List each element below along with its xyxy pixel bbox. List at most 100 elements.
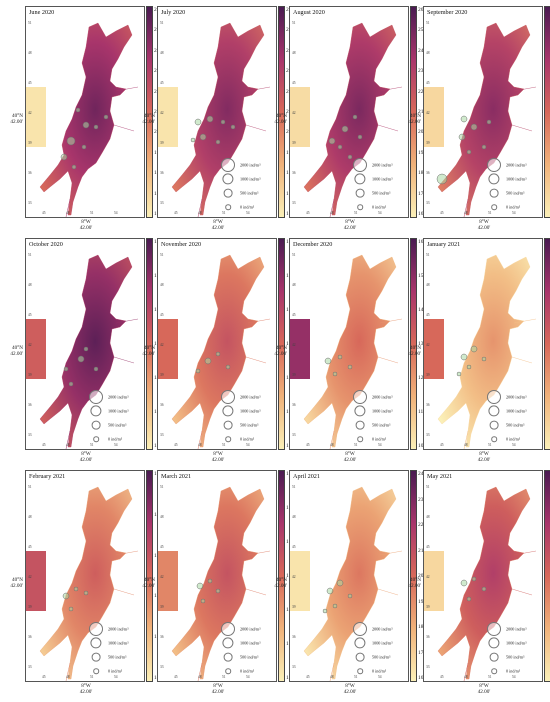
longitude-tick: 54 — [246, 675, 250, 679]
legend-circle — [488, 173, 500, 185]
station-abundance-marker — [460, 353, 468, 361]
river-channel — [197, 662, 203, 681]
longitude-label: 8°W 42.00' — [477, 683, 491, 695]
station-abundance-marker — [466, 364, 472, 370]
legend-label: 1000 ind/m³ — [240, 408, 261, 414]
river-channel — [463, 430, 469, 449]
latitude-tick: 39 — [426, 141, 430, 145]
temperature-colorbar — [410, 238, 417, 450]
legend-circle — [488, 637, 500, 649]
latitude-label: 40°N 42.00' — [10, 113, 23, 125]
longitude-tick: 54 — [378, 211, 382, 215]
map-frame: 51 48 45 42 39 36 33 45 48 51 54 June 2020 — [25, 6, 145, 218]
map-frame: 51 48 45 42 39 36 33 45 48 51 54 July 2020 2000 ind/… — [157, 6, 277, 218]
longitude-tick: 48 — [464, 211, 468, 215]
latitude-label: 40°N 42.00' — [408, 113, 421, 125]
map-frame: 51 48 45 42 39 36 33 45 48 51 54 May 2021 2000 ind/m… — [423, 470, 543, 682]
longitude-tick: 51 — [354, 675, 358, 679]
colorbar-tick-label: 14 — [154, 375, 159, 381]
latitude-tick: 48 — [292, 51, 296, 55]
map-panel: 51 48 45 42 39 36 33 45 48 51 54 March 2021 2000 ind… — [142, 470, 291, 695]
legend-label: 0 ind/m³ — [506, 668, 521, 674]
legend-row: 1000 ind/m³ — [484, 405, 542, 417]
longitude-tick: 54 — [512, 211, 516, 215]
estuary-map — [290, 22, 403, 217]
station-abundance-marker — [347, 593, 353, 599]
colorbar-ticks: 26 25 24 23 22 21 20 19 18 17 16 — [418, 6, 432, 218]
station-abundance-marker — [337, 144, 343, 150]
colorbar-ticks: 15 14 13 12 11 10 — [154, 470, 168, 682]
latitude-tick: 36 — [292, 635, 296, 639]
colorbar-tick-label: 10 — [418, 443, 424, 449]
ocean-area — [26, 87, 46, 147]
legend-circle — [223, 188, 233, 198]
panel-title: December 2020 — [293, 241, 333, 248]
colorbar-tick-label: 25 — [418, 27, 424, 34]
latitude-tick: 48 — [426, 283, 430, 287]
colorbar-tick-label: 18 — [154, 170, 159, 176]
legend-label: 1000 ind/m³ — [506, 408, 527, 414]
legend-circle — [491, 204, 497, 210]
map-panel: 51 48 45 42 39 36 33 45 48 51 54 April 2021 2000 ind… — [274, 470, 423, 695]
latitude-tick: 48 — [426, 51, 430, 55]
station-abundance-marker — [481, 356, 487, 362]
ocean-area — [26, 551, 46, 611]
legend-row: 500 ind/m³ — [484, 651, 542, 663]
latitude-tick: 48 — [28, 51, 32, 55]
river-channel — [463, 198, 469, 217]
legend-row: 0 ind/m³ — [484, 433, 542, 445]
legend-row: 1000 ind/m³ — [350, 405, 408, 417]
legend-circle — [90, 405, 102, 417]
abundance-legend: 2000 ind/m³ 1000 ind/m³ 500 ind/m³ 0 ind/m³ — [86, 389, 144, 449]
station-abundance-marker — [204, 357, 212, 365]
latitude-tick: 39 — [426, 605, 430, 609]
colorbar-tick-label: 21 — [286, 109, 291, 115]
temperature-colorbar — [278, 238, 285, 450]
latitude-tick: 42 — [160, 343, 164, 347]
latitude-tick: 51 — [292, 253, 296, 257]
abundance-legend: 2000 ind/m³ 1000 ind/m³ 500 ind/m³ 0 ind/m³ — [350, 621, 408, 681]
station-abundance-marker — [190, 137, 196, 143]
longitude-tick: 48 — [198, 211, 202, 215]
station-abundance-marker — [93, 124, 99, 130]
river-channel — [245, 588, 267, 596]
legend-circle — [353, 622, 367, 636]
ocean-area — [158, 319, 178, 379]
latitude-tick: 36 — [160, 403, 164, 407]
estuary-map — [158, 254, 271, 449]
river-channel — [511, 588, 533, 596]
estuary-map — [290, 254, 403, 449]
legend-circle — [353, 390, 367, 404]
colorbar-tick-label: 15 — [154, 341, 159, 347]
colorbar-tick-label: 11 — [418, 409, 424, 415]
latitude-tick: 39 — [292, 605, 296, 609]
longitude-label: 8°W 42.00' — [343, 219, 357, 231]
map-frame: 51 48 45 42 39 36 33 45 48 51 54 September 2020 2000… — [423, 6, 543, 218]
legend-circle — [354, 637, 366, 649]
longitude-tick: 54 — [114, 211, 118, 215]
colorbar-tick-label: 14 — [418, 307, 424, 313]
legend-label: 500 ind/m³ — [372, 190, 391, 196]
legend-row: 0 ind/m³ — [484, 665, 542, 677]
longitude-tick: 54 — [114, 443, 118, 447]
station-abundance-marker — [199, 133, 207, 141]
station-abundance-marker — [337, 354, 343, 360]
colorbar-tick-label: 18 — [154, 239, 159, 245]
legend-row: 500 ind/m³ — [350, 187, 408, 199]
latitude-tick: 42 — [28, 343, 32, 347]
river-channel — [329, 662, 335, 681]
colorbar-tick-label: 12 — [154, 443, 159, 449]
legend-row: 500 ind/m³ — [350, 419, 408, 431]
river-channel — [65, 198, 71, 217]
colorbar-tick-label: 16 — [286, 307, 291, 313]
longitude-tick: 48 — [66, 211, 70, 215]
legend-row: 1000 ind/m³ — [218, 173, 276, 185]
legend-row: 0 ind/m³ — [218, 665, 276, 677]
river-channel — [511, 356, 533, 364]
river-channel — [511, 124, 533, 132]
latitude-label: 40°N 42.00' — [274, 577, 287, 589]
colorbar-tick-label: 12 — [154, 593, 159, 599]
estuary-map — [158, 22, 271, 217]
colorbar-tick-label: 12 — [418, 375, 424, 381]
colorbar-ticks: 16 15 14 13 12 11 10 — [418, 238, 432, 450]
